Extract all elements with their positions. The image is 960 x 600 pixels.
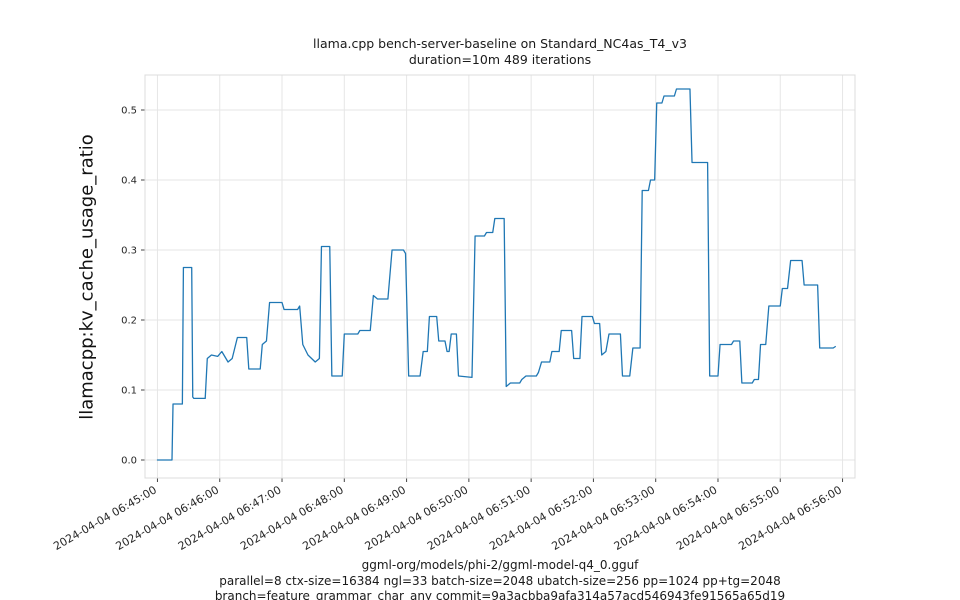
y-tick-label: 0.1: [121, 386, 137, 397]
footer-branch-line: branch=feature_grammar_char_any commit=9…: [214, 589, 786, 600]
y-tick-label: 0.0: [121, 456, 137, 467]
y-tick-label: 0.5: [121, 106, 137, 117]
x-tick-label: 2024-04-04 06:54:00: [612, 483, 720, 553]
grid: [145, 75, 855, 478]
x-tick-label: 2024-04-04 06:56:00: [736, 483, 844, 553]
data-series: [156, 88, 836, 461]
chart-title-block: llama.cpp bench-server-baseline on Stand…: [145, 36, 855, 68]
y-tick-label: 0.4: [121, 176, 137, 187]
y-tick-label: 0.3: [121, 246, 137, 257]
footer-model-line: ggml-org/models/phi-2/ggml-model-q4_0.gg…: [361, 558, 639, 572]
axes: [141, 74, 856, 482]
series-line: [156, 88, 836, 461]
y-axis-label: llamacpp:kv_cache_usage_ratio: [76, 134, 98, 420]
x-tick-label: 2024-04-04 06:53:00: [550, 483, 658, 553]
x-tick-label: 2024-04-04 06:47:00: [176, 483, 284, 553]
x-tick-label: 2024-04-04 06:50:00: [363, 483, 471, 553]
x-tick-label: 2024-04-04 06:46:00: [114, 483, 222, 553]
x-tick-label: 2024-04-04 06:49:00: [300, 483, 408, 553]
chart-title: llama.cpp bench-server-baseline on Stand…: [313, 36, 687, 51]
x-tick-label: 2024-04-04 06:55:00: [674, 483, 782, 553]
footer-params-line: parallel=8 ctx-size=16384 ngl=33 batch-s…: [219, 573, 781, 588]
chart-footer: ggml-org/models/phi-2/ggml-model-q4_0.gg…: [145, 558, 855, 600]
x-tick-label: 2024-04-04 06:51:00: [425, 483, 533, 553]
x-tick-label: 2024-04-04 06:52:00: [487, 483, 595, 553]
chart-subtitle: duration=10m 489 iterations: [408, 52, 592, 67]
y-tick-label: 0.2: [121, 316, 137, 327]
x-tick-label: 2024-04-04 06:45:00: [51, 483, 159, 553]
x-tick-label: 2024-04-04 06:48:00: [238, 483, 346, 553]
